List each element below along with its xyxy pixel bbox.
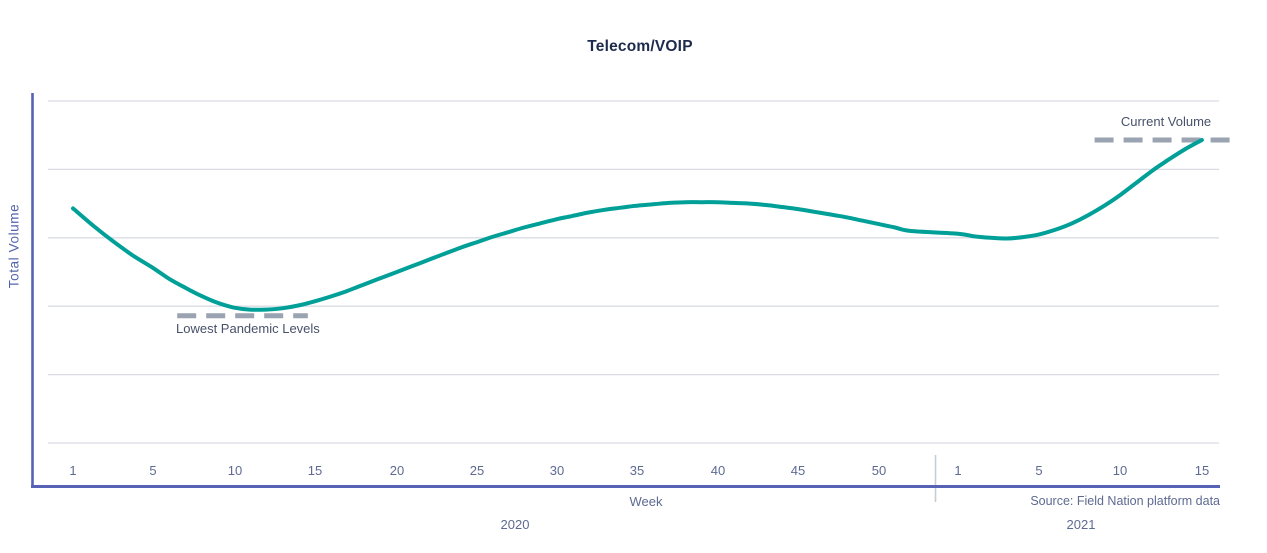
year-label-2021: 2021 [1066, 517, 1096, 532]
x-tick-label: 15 [308, 463, 322, 478]
x-tick-label: 15 [1195, 463, 1209, 478]
x-tick-label: 40 [711, 463, 725, 478]
x-axis-title: Week [629, 494, 663, 509]
x-tick-label: 50 [872, 463, 886, 478]
volume-line-series [71, 138, 1204, 312]
x-tick-label: 1 [69, 463, 76, 478]
x-tick-label: 1 [954, 463, 961, 478]
x-tick-label: 5 [149, 463, 156, 478]
x-tick-label: 35 [630, 463, 644, 478]
lowest-pandemic-label: Lowest Pandemic Levels [176, 321, 320, 336]
x-tick-label: 5 [1035, 463, 1042, 478]
chart-title: Telecom/VOIP [587, 38, 693, 55]
year-label-2020: 2020 [500, 517, 530, 532]
current-volume-label: Current Volume [1120, 114, 1212, 129]
source-note: Source: Field Nation platform data [1030, 494, 1220, 508]
x-tick-label: 10 [228, 463, 242, 478]
x-tick-label: 25 [470, 463, 484, 478]
x-tick-label: 10 [1113, 463, 1127, 478]
x-tick-label: 45 [791, 463, 805, 478]
x-tick-label: 30 [550, 463, 564, 478]
x-tick-label: 20 [390, 463, 404, 478]
